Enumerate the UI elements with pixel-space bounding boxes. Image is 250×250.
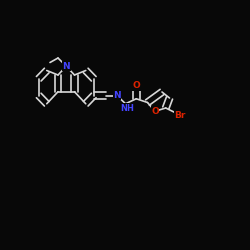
Text: O: O: [132, 81, 140, 90]
Text: O: O: [151, 107, 159, 116]
Text: N: N: [62, 62, 70, 71]
Text: N: N: [113, 91, 121, 100]
Text: NH: NH: [120, 104, 134, 113]
Text: Br: Br: [174, 110, 186, 120]
